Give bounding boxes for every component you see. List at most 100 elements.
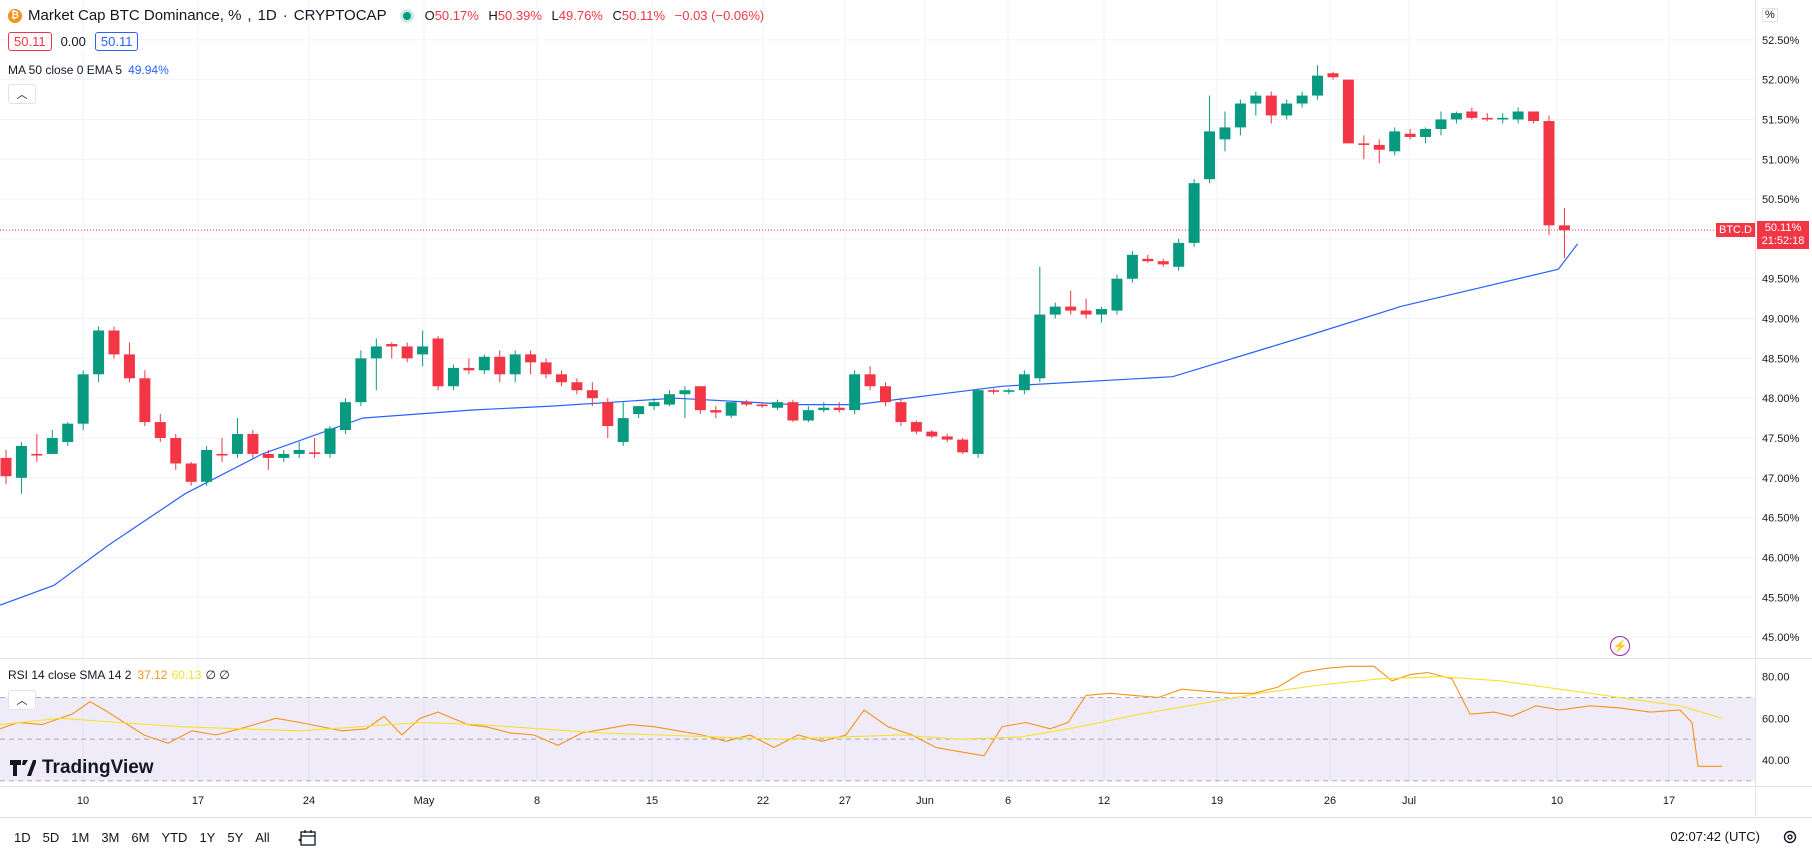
ohlc-values: O50.17% H50.39% L49.76% C50.11% −0.03 (−… [425,8,771,23]
candle-body [432,338,444,387]
timeframe-3m[interactable]: 3M [101,830,120,845]
candle-body [1281,103,1293,116]
chart-canvas[interactable]: 10 17 24 May 8 15 22 27 Jun 6 12 19 26 Jul 10 17 45.00% 4… [0,0,1812,817]
x-tick-label: 10 [1551,795,1563,807]
candle-body [494,356,506,375]
utc-clock[interactable]: 02:07:42 (UTC) [1670,829,1760,844]
symbol-interval[interactable]: 1D [257,7,277,24]
x-tick-label: 22 [757,795,769,807]
candle-body [1404,133,1416,137]
symbol-header[interactable]: ₿ Market Cap BTC Dominance, %, 1D · CRYPTO… [8,7,770,24]
x-tick-label: 10 [77,795,89,807]
y-tick-label: 48.00% [1762,393,1800,405]
rsi-label: RSI 14 close SMA 14 2 [8,668,132,682]
candle-body [108,330,120,355]
candle-body [1312,75,1324,96]
timeframe-5y[interactable]: 5Y [227,830,244,845]
candle-body [1034,314,1046,379]
bitcoin-icon: ₿ [8,8,22,23]
candle-body [1543,121,1555,226]
sell-badge[interactable]: 50.11 [8,32,52,51]
timeframe-1y[interactable]: 1Y [199,830,216,845]
rsi-y-tick-label: 40.00 [1762,755,1790,767]
timeframe-5d[interactable]: 5D [42,830,60,845]
symbol-exchange[interactable]: CRYPTOCAP [293,7,387,24]
chevron-up-icon: ︿ [16,89,28,101]
change-value: −0.03 (−0.06%) [674,8,765,23]
candle-body [1204,131,1216,180]
candle-body [31,453,43,456]
y-tick-label: 49.50% [1762,274,1800,286]
timeframe-6m[interactable]: 6M [131,830,150,845]
candle-body [772,402,783,408]
candle-body [247,434,259,454]
ma-legend[interactable]: MA 50 close 0 EMA 5 49.94% [8,63,169,77]
candle-body [401,346,413,359]
low-value: 49.76% [558,8,603,23]
candle-body [1065,306,1077,311]
candle-body [864,374,876,387]
candle-body [139,378,151,423]
candle-body [509,354,521,375]
chevron-up-icon: ︿ [16,695,28,707]
candle-body [1420,129,1432,137]
candle-body [309,452,321,454]
tradingview-logo[interactable]: TradingView [10,757,154,779]
candle-body [231,434,243,454]
candle-body [880,386,892,403]
candle-body [370,346,382,359]
candle-body [1157,261,1169,265]
x-tick-label: 24 [303,795,315,807]
x-tick-label: 26 [1324,795,1336,807]
rsi-legend[interactable]: RSI 14 close SMA 14 2 37.12 60.13 ∅ ∅ [8,668,230,682]
timeframe-1m[interactable]: 1M [71,830,90,845]
candle-body [15,445,27,478]
y-tick-label: 47.50% [1762,433,1800,445]
candle-body [1111,278,1123,311]
candle-body [818,407,830,411]
candle-body [1018,374,1030,391]
lightning-icon[interactable]: ⚡ [1610,636,1630,656]
candle-body [926,431,938,437]
axis-unit-label[interactable]: % [1762,8,1778,22]
candle-body [1466,111,1478,118]
candle-body [1358,143,1370,145]
candle-body [1481,117,1493,120]
settings-gear-icon[interactable] [1782,829,1798,845]
candle-body [463,367,475,371]
rsi-value: 37.12 [137,668,168,682]
candle-body [278,453,290,458]
candle-body [201,449,213,482]
candle-body [895,402,907,423]
y-tick-label: 52.00% [1762,75,1800,87]
candle-body [293,449,305,454]
y-tick-label: 49.00% [1762,314,1800,326]
candle-body [1265,95,1277,116]
ma-value: 49.94% [128,63,169,77]
bottom-toolbar: 1D 5D 1M 3M 6M YTD 1Y 5Y All [0,817,1812,857]
low-label: L [551,8,559,23]
collapse-rsi-legend-button[interactable]: ︿ [8,690,36,710]
buy-badge[interactable]: 50.11 [94,32,139,51]
candle-body [648,402,660,407]
symbol-title[interactable]: Market Cap BTC Dominance, % [28,7,242,24]
candle-body [1497,117,1509,120]
candle-body [1250,95,1262,104]
candle-body [957,439,969,453]
collapse-legend-button[interactable]: ︿ [8,84,36,104]
candle-body [386,344,398,347]
brand-name: TradingView [42,757,154,778]
x-tick-label: Jul [1402,795,1416,807]
y-tick-label: 46.50% [1762,513,1800,525]
x-tick-label: 17 [192,795,204,807]
x-tick-label: May [414,795,435,807]
timeframe-ytd[interactable]: YTD [161,830,188,845]
candle-body [540,362,552,375]
timeframe-all[interactable]: All [255,830,270,845]
candle-body [170,438,182,464]
timeframe-1d[interactable]: 1D [14,830,31,845]
candle-body [62,423,74,442]
candle-body [710,410,722,413]
candle-body [1080,310,1092,315]
calendar-icon[interactable] [297,829,318,847]
